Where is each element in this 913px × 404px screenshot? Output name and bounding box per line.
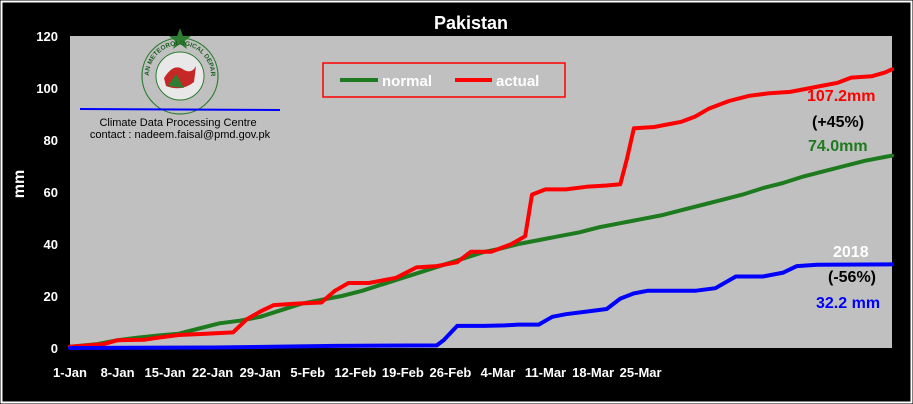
x-tick-label: 8-Jan bbox=[101, 365, 135, 380]
x-tick-label: 11-Mar bbox=[525, 365, 566, 380]
x-tick-label: 4-Mar bbox=[481, 365, 516, 380]
y-tick-label: 40 bbox=[44, 237, 58, 252]
annotation-year-total: 32.2 mm bbox=[816, 295, 880, 312]
credit-underline bbox=[79, 108, 281, 111]
x-tick-label: 29-Jan bbox=[240, 365, 281, 380]
y-tick-label: 80 bbox=[44, 133, 58, 148]
series-lines bbox=[68, 67, 894, 350]
y-tick-label: 100 bbox=[36, 81, 58, 96]
x-tick-label: 18-Mar bbox=[572, 365, 614, 380]
chart-title: Pakistan bbox=[434, 13, 508, 33]
x-tick-label: 19-Feb bbox=[382, 365, 424, 380]
x-tick-label: 22-Jan bbox=[192, 365, 233, 380]
x-tick-label: 5-Feb bbox=[290, 365, 325, 380]
x-tick-label: 12-Feb bbox=[334, 365, 376, 380]
x-tick-label: 26-Feb bbox=[429, 365, 471, 380]
annotation-actual-departure: (+45%) bbox=[812, 114, 864, 131]
annotation-actual-total: 107.2mm bbox=[807, 88, 876, 105]
y-tick-label: 0 bbox=[51, 341, 58, 356]
legend: normal actual bbox=[322, 62, 566, 98]
annotation-year-label: 2018 bbox=[833, 244, 869, 261]
y-tick-label: 60 bbox=[44, 185, 58, 200]
credit-line-1: Climate Data Processing Centre bbox=[99, 117, 256, 129]
legend-label-actual: actual bbox=[496, 73, 539, 90]
annotation-year-departure: (-56%) bbox=[828, 269, 876, 286]
legend-label-normal: normal bbox=[382, 73, 432, 90]
y-tick-label: 20 bbox=[44, 289, 58, 304]
y-axis-label: mm bbox=[11, 170, 28, 198]
y-tick-label: 120 bbox=[36, 29, 58, 44]
annotation-normal-total: 74.0mm bbox=[808, 138, 868, 155]
pmd-logo: PAKISTAN METEOROLOGICAL DEPARTMENT bbox=[141, 28, 219, 115]
x-tick-label: 1-Jan bbox=[53, 365, 87, 380]
x-tick-label: 15-Jan bbox=[145, 365, 186, 380]
series-line-2018 bbox=[68, 262, 894, 350]
x-tick-label: 25-Mar bbox=[620, 365, 662, 380]
credit-line-2: contact : nadeem.faisal@pmd.gov.pk bbox=[90, 129, 271, 141]
series-line-actual bbox=[68, 67, 894, 349]
x-axis: 1-Jan 8-Jan 15-Jan 22-Jan 29-Jan 5-Feb 12-Feb 1… bbox=[53, 365, 662, 380]
y-axis: 0 20 40 60 80 100 120 bbox=[36, 29, 58, 356]
